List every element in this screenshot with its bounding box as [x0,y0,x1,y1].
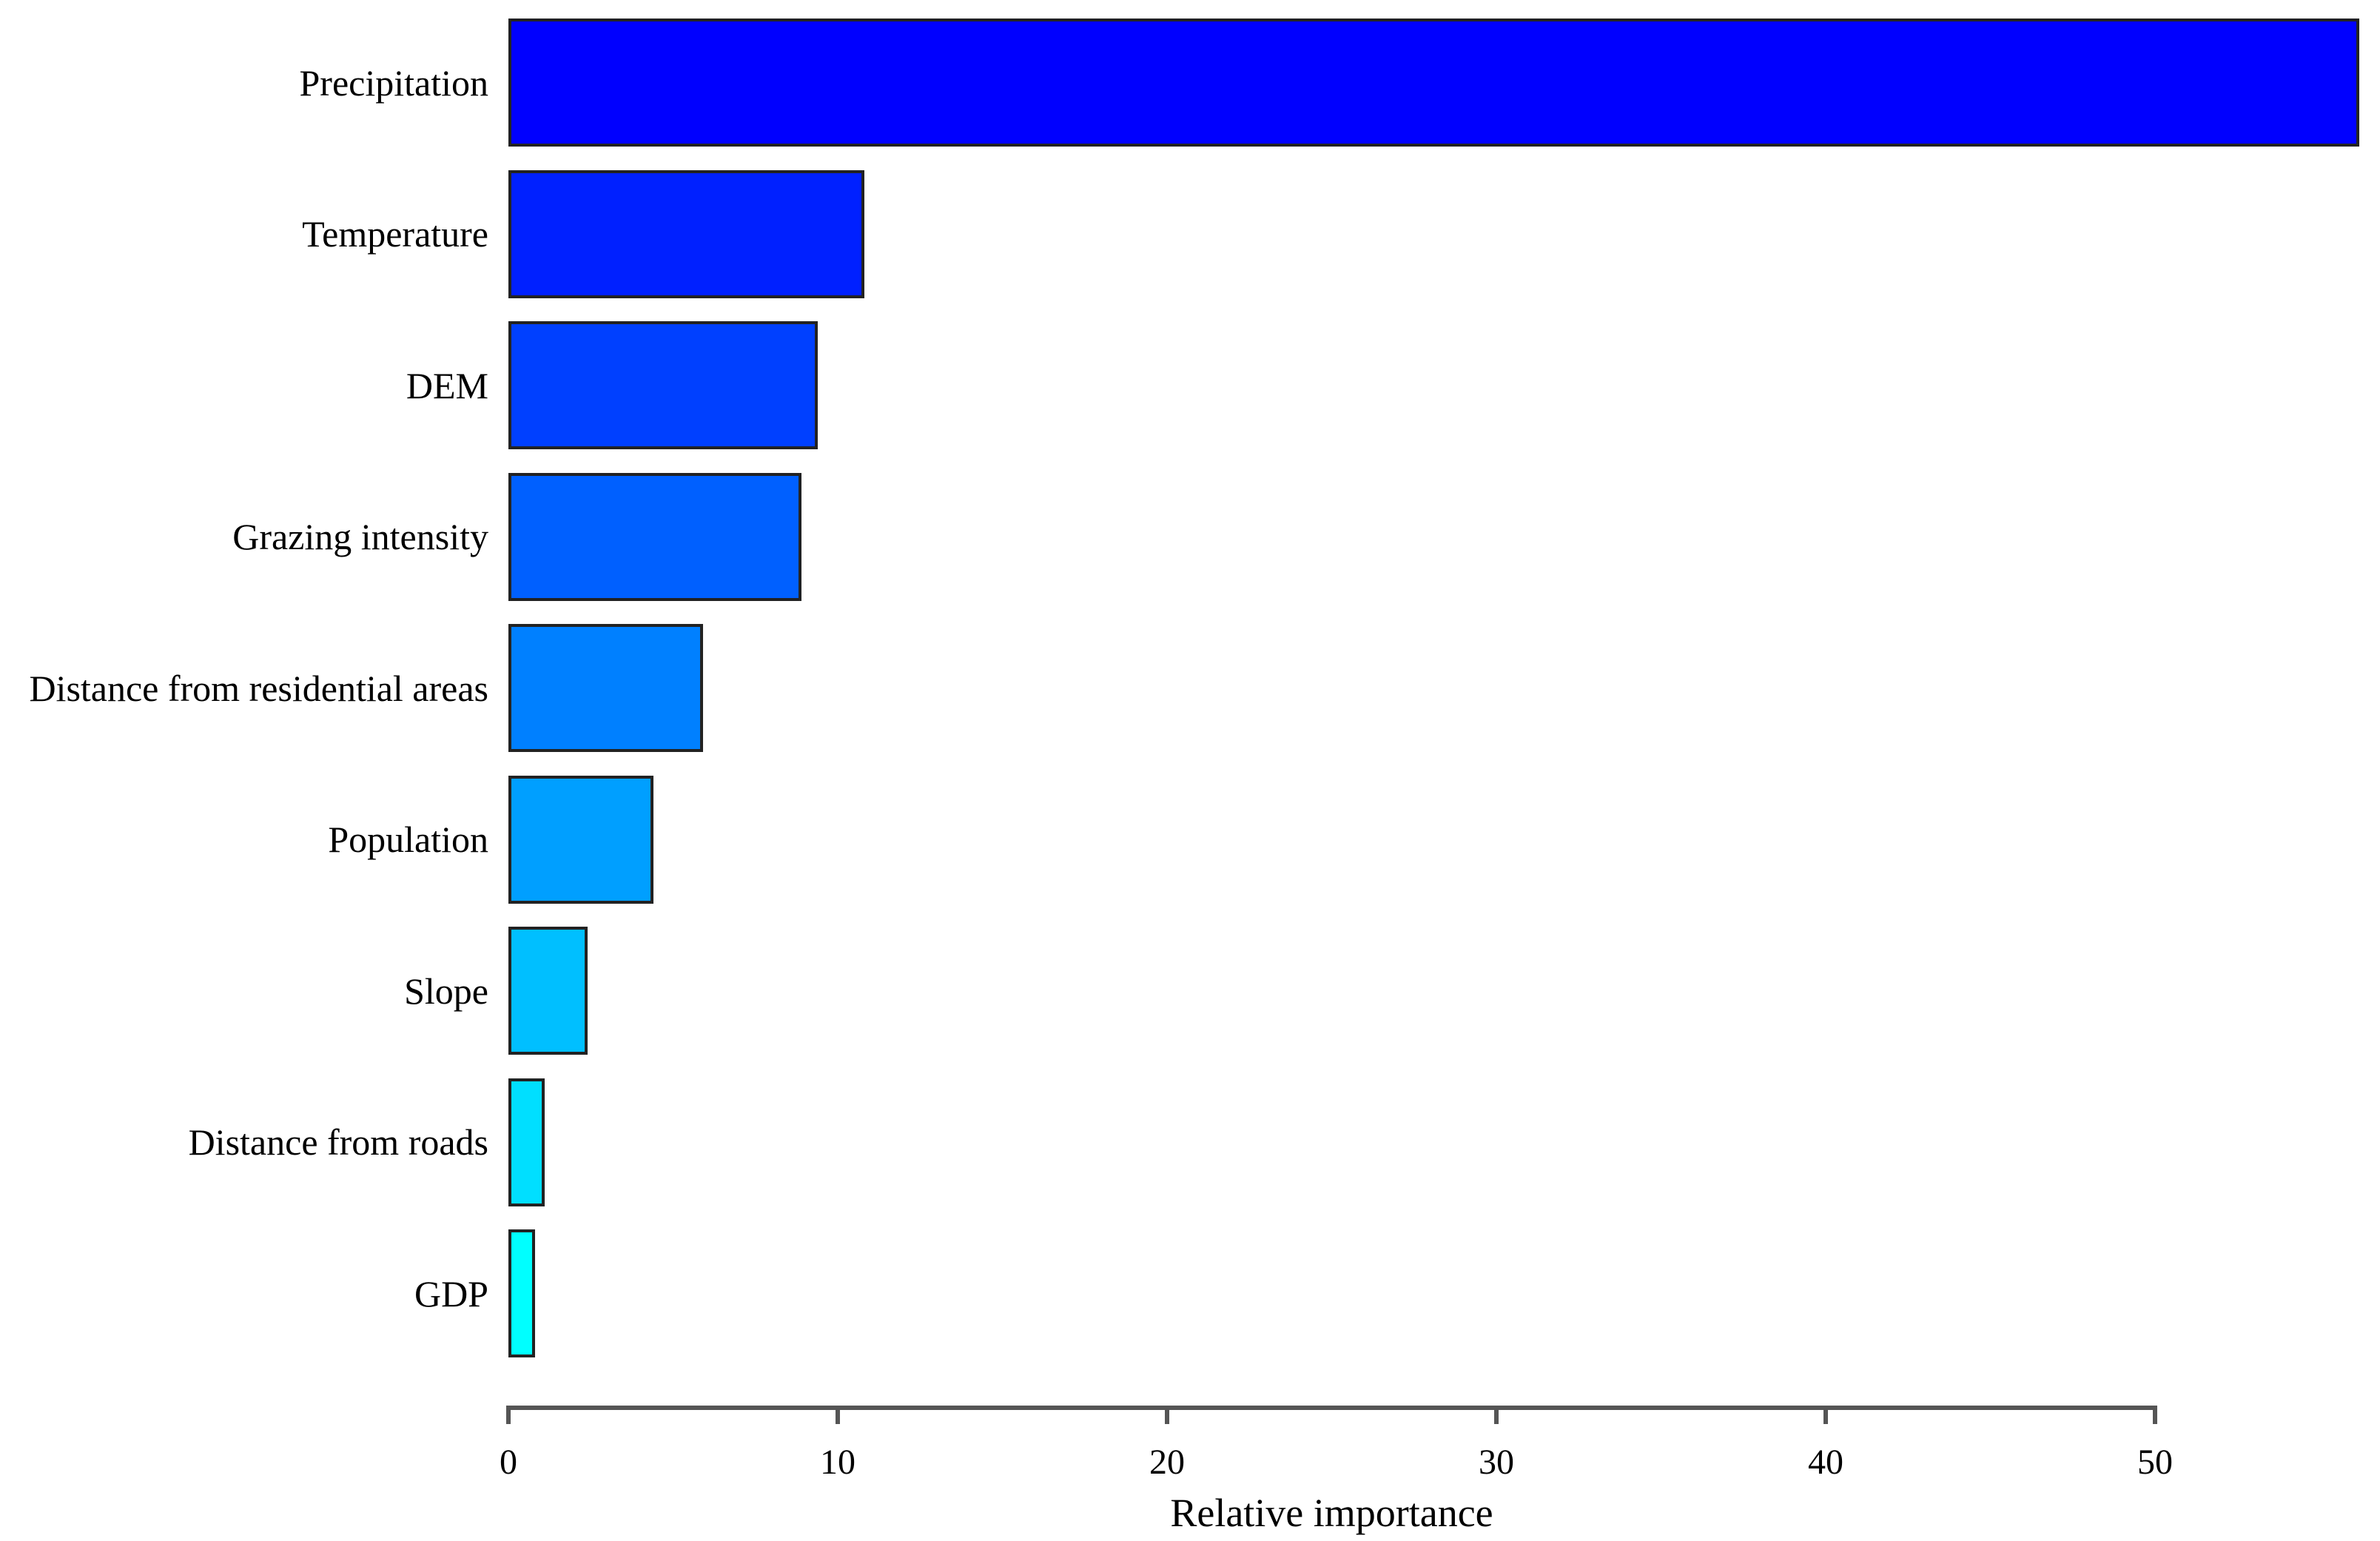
bar-population [508,775,653,904]
x-axis-tick [836,1408,840,1424]
x-axis-tick-label: 40 [1808,1443,1843,1482]
category-label: Grazing intensity [232,516,488,557]
category-label: Distance from residential areas [29,667,488,709]
bar-slope [508,927,588,1055]
x-axis-tick [1494,1408,1499,1424]
category-label: GDP [414,1272,488,1315]
x-axis-tick [506,1408,511,1424]
category-label: Population [328,819,488,860]
category-label: Temperature [302,213,488,255]
x-axis-tick-label: 20 [1149,1443,1185,1482]
bar-dem [508,321,818,449]
category-label: Slope [404,970,488,1012]
x-axis-tick [2153,1408,2157,1424]
bar-grazing-intensity [508,472,802,601]
bar-gdp [508,1229,535,1357]
x-axis-tick-label: 0 [500,1443,517,1482]
x-axis-title: Relative importance [1170,1491,1493,1535]
x-axis-tick-label: 30 [1479,1443,1514,1482]
x-axis-tick [1165,1408,1169,1424]
category-label: Distance from roads [188,1121,488,1163]
bar-temperature [508,169,864,298]
x-axis-tick [1823,1408,1828,1424]
x-axis-line [506,1406,2157,1410]
category-label: Precipitation [299,61,489,104]
bar-distance-from-roads [508,1078,545,1206]
x-axis-tick-label: 50 [2137,1443,2173,1482]
x-axis-tick-label: 10 [820,1443,855,1482]
bar-precipitation [508,19,2359,147]
bar-distance-from-residential-areas [508,624,703,752]
category-label: DEM [406,364,488,406]
